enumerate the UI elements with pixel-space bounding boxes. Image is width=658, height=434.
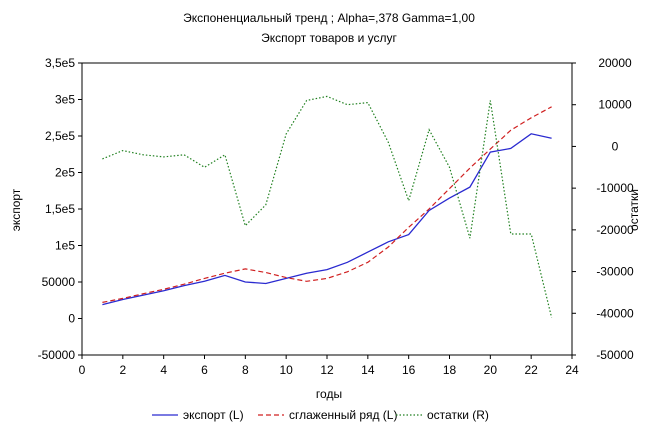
series-line-3 — [102, 95, 553, 318]
x-tick-label: 2 — [119, 363, 126, 377]
x-tick-label: 6 — [201, 363, 208, 377]
legend-label: сглаженный ряд (L) — [289, 408, 397, 422]
y-left-axis-ticks: -50000 0 50000 1e5 1,5e5 2e5 2,5e5 3e5 3,5e5 — [38, 56, 82, 362]
chart-title: Экспоненциальный тренд ; Alpha=,378 Gamm… — [183, 11, 475, 25]
y-right-axis-ticks: -50000 -40000 -30000 -20000 -10000 0 10000 2000… — [572, 56, 634, 362]
y-right-tick-label: 20000 — [598, 56, 632, 70]
series-line-2 — [102, 106, 552, 303]
x-tick-label: 16 — [402, 363, 416, 377]
y-left-tick-label: 3,5e5 — [45, 56, 75, 70]
x-tick-label: 10 — [279, 363, 293, 377]
y-left-tick-label: 3e5 — [55, 93, 75, 107]
x-tick-label: 12 — [320, 363, 334, 377]
legend-label: остатки (R) — [427, 408, 489, 422]
y-left-tick-label: 2,5e5 — [45, 129, 75, 143]
x-tick-label: 14 — [361, 363, 375, 377]
y-left-tick-label: 50000 — [42, 275, 76, 289]
y-left-tick-label: 1,5e5 — [45, 202, 75, 216]
y-left-tick-label: 0 — [68, 312, 75, 326]
series-layer — [102, 95, 553, 318]
x-tick-label: 24 — [565, 363, 579, 377]
plot-frame — [81, 62, 573, 356]
legend: экспорт (L) сглаженный ряд (L) остатки (R) — [152, 408, 489, 422]
y-left-tick-label: 1e5 — [55, 239, 75, 253]
x-tick-label: 4 — [160, 363, 167, 377]
y-right-tick-label: -40000 — [596, 306, 634, 320]
y-right-axis-label: остатки — [627, 189, 641, 231]
y-right-tick-label: -50000 — [596, 348, 634, 362]
y-right-tick-label: 10000 — [598, 98, 632, 112]
y-right-tick-label: -10000 — [596, 181, 634, 195]
x-tick-label: 20 — [484, 363, 498, 377]
x-tick-label: 22 — [524, 363, 538, 377]
x-tick-label: 0 — [79, 363, 86, 377]
x-tick-label: 8 — [242, 363, 249, 377]
x-tick-label: 18 — [443, 363, 457, 377]
y-left-tick-label: -50000 — [38, 348, 76, 362]
x-axis-label: годы — [316, 387, 342, 401]
series-line-1 — [102, 133, 552, 306]
y-right-tick-label: -20000 — [596, 223, 634, 237]
legend-label: экспорт (L) — [183, 408, 244, 422]
x-axis-ticks: 0 2 4 6 8 10 12 14 16 18 20 22 24 — [79, 355, 579, 377]
chart-subtitle: Экспорт товаров и услуг — [261, 31, 397, 45]
y-right-tick-label: 0 — [612, 139, 619, 153]
y-left-tick-label: 2e5 — [55, 166, 75, 180]
y-left-axis-label: экспорт — [9, 188, 23, 231]
y-right-tick-label: -30000 — [596, 265, 634, 279]
